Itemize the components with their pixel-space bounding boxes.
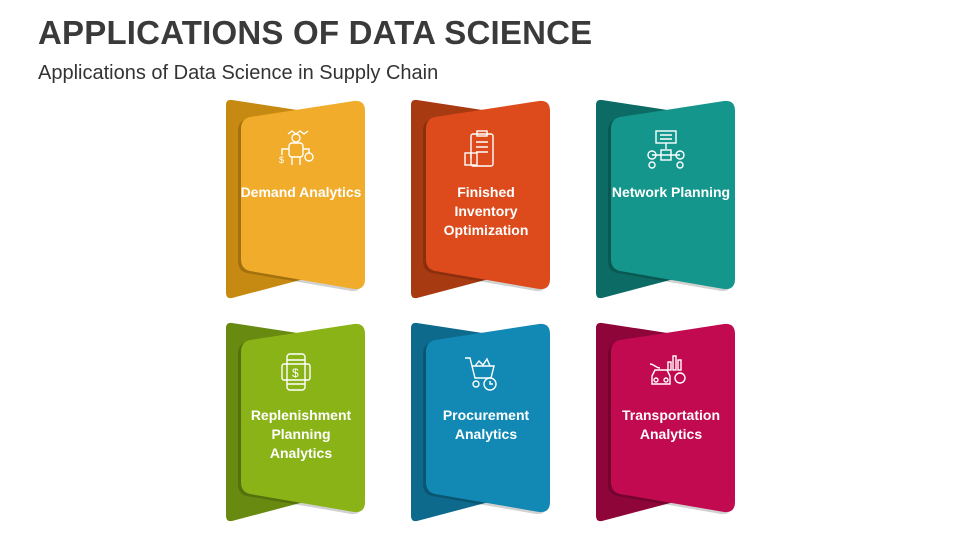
network-flowchart-icon [647,130,685,169]
clipboard-inventory-icon [464,130,494,167]
card-finished-inventory-optimization: Finished Inventory Optimization [409,99,554,304]
svg-text:$: $ [292,366,299,380]
card-shape [411,99,550,299]
card-label: Network Planning [611,184,731,200]
card-procurement-analytics: Procurement Analytics [409,322,554,527]
card-replenishment-planning-analytics: $ Replenishment Planning Analytics [224,322,369,527]
card-shape [411,322,550,522]
card-demand-analytics: $ Demand Analytics [224,99,369,304]
card-label: Demand Analytics [240,184,362,200]
card-shape [226,322,365,522]
person-analytics-icon: $ [279,130,314,165]
card-network-planning: Network Planning [594,99,739,304]
vehicle-chart-icon [649,355,686,385]
page-title: APPLICATIONS OF DATA SCIENCE [38,14,593,51]
cart-clock-icon [465,357,497,391]
card-shape [596,99,735,299]
card-label: Procurement Analytics [442,407,530,442]
card-transportation-analytics: Transportation Analytics [594,322,739,527]
svg-text:$: $ [279,155,284,165]
page-subtitle: Applications of Data Science in Supply C… [38,62,439,84]
card-label: Transportation Analytics [621,407,720,442]
card-label: Replenishment Planning Analytics [250,407,352,461]
card-label: Finished Inventory Optimization [443,184,529,238]
mobile-dollar-icon: $ [281,353,311,391]
